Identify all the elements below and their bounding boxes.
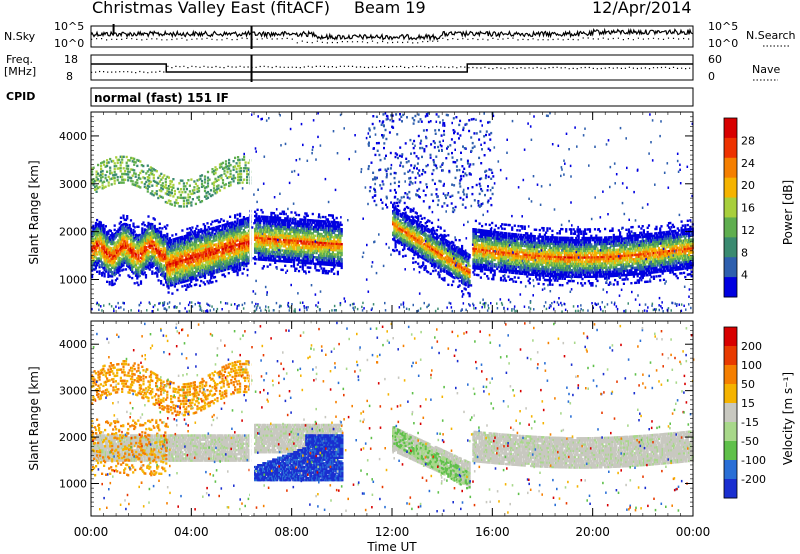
velocity-ytick-label: 3000 [59, 385, 87, 398]
noise-search-label: N.Search [746, 29, 796, 42]
date-label: 12/Apr/2014 [592, 0, 692, 17]
velocity-colorbar-segment [724, 384, 737, 404]
power-colorbar-segment [724, 237, 737, 258]
power-colorbar-segment [724, 277, 737, 298]
power-colorbar-segment [724, 257, 737, 278]
power-colorbar-segment [724, 177, 737, 199]
xtick-label: 20:00 [575, 525, 610, 539]
noise-right-tick-top: 10^5 [708, 20, 739, 33]
velocity-colorbar-segment [724, 441, 737, 461]
velocity-heatmap-cells [91, 321, 695, 514]
velocity-colorbar-tick: -15 [741, 416, 759, 429]
nave-dots [91, 65, 691, 74]
velocity-colorbar-segment [724, 460, 737, 480]
velocity-ytick-label: 4000 [59, 338, 87, 351]
velocity-colorbar-tick: 15 [741, 397, 755, 410]
velocity-ytick-label: 2000 [59, 431, 87, 444]
xtick-label: 08:00 [274, 525, 309, 539]
velocity-colorbar-segment [724, 403, 737, 423]
power-colorbar-segment [724, 197, 737, 218]
power-colorbar-tick: 12 [741, 224, 755, 237]
power-colorbar-tick: 4 [741, 269, 748, 282]
freq-tick-top: 18 [64, 53, 78, 66]
noise-sky-label: N.Sky [4, 30, 36, 43]
velocity-colorbar-tick: -50 [741, 435, 759, 448]
xtick-label: 04:00 [174, 525, 209, 539]
power-colorbar-tick: 20 [741, 179, 755, 192]
velocity-colorbar-segment [724, 327, 737, 347]
nave-tick-bottom: 0 [708, 70, 715, 83]
beam-label: Beam 19 [354, 0, 426, 17]
velocity-colorbar-tick: 100 [741, 359, 762, 372]
power-colorbar-frame [723, 117, 738, 298]
xtick-label: 12:00 [375, 525, 410, 539]
velocity-colorbar-segment [724, 346, 737, 366]
velocity-panel-frame [90, 320, 694, 517]
velocity-colorbar-tick: -100 [741, 454, 766, 467]
chart-title: Christmas Valley East (fitACF) [92, 0, 331, 17]
noise-right-tick-bottom: 10^0 [708, 37, 739, 50]
cpid-bar [90, 87, 694, 107]
power-ytick-label: 3000 [59, 178, 87, 191]
power-heatmap-cells [91, 112, 694, 313]
cpid-label: CPID [6, 90, 36, 103]
mode-text: normal (fast) 151 IF [94, 91, 229, 105]
velocity-colorbar-label: Velocity [m s⁻¹] [781, 372, 795, 465]
power-colorbar-tick: 16 [741, 202, 755, 215]
freq-panel-frame [90, 54, 694, 81]
power-colorbar-tick: 8 [741, 246, 748, 259]
power-colorbar-segment [724, 157, 737, 179]
power-ylabel: Slant Range [km] [27, 160, 41, 264]
power-colorbar-label: Power [dB] [781, 180, 795, 245]
xtick-label: 00:00 [74, 525, 109, 539]
xtick-label: 00:00 [676, 525, 711, 539]
power-colorbar-segment [724, 137, 737, 159]
velocity-colorbar-tick: 200 [741, 340, 762, 353]
power-colorbar-tick: 24 [741, 157, 755, 170]
power-ytick-label: 2000 [59, 226, 87, 239]
noise-left-tick-bottom: 10^0 [54, 37, 85, 50]
velocity-colorbar-segment [724, 479, 737, 499]
noise-search-dots [91, 37, 690, 44]
velocity-colorbar-tick: 50 [741, 378, 755, 391]
power-colorbar-tick: 28 [741, 134, 755, 147]
velocity-colorbar-tick: -200 [741, 473, 766, 486]
power-ytick-label: 1000 [59, 274, 87, 287]
xlabel: Time UT [366, 540, 417, 554]
freq-label: Freq. [6, 53, 34, 66]
velocity-colorbar-segment [724, 422, 737, 442]
noise-left-tick-top: 10^5 [54, 20, 85, 33]
power-ytick-label: 4000 [59, 130, 87, 143]
xtick-label: 16:00 [475, 525, 510, 539]
noise-sky-line [90, 27, 694, 42]
nave-label: Nave [752, 63, 781, 76]
velocity-ytick-label: 1000 [59, 478, 87, 491]
velocity-colorbar-frame [723, 326, 738, 499]
power-colorbar-segment [724, 217, 737, 238]
freq-tick-bottom: 8 [66, 70, 73, 83]
velocity-ylabel: Slant Range [km] [27, 366, 41, 470]
freq-line [91, 63, 693, 73]
freq-unit: [MHz] [4, 65, 37, 78]
noise-panel-frame [90, 25, 694, 48]
power-colorbar-segment [724, 118, 737, 139]
nave-tick-top: 60 [708, 53, 722, 66]
velocity-colorbar-segment [724, 365, 737, 385]
